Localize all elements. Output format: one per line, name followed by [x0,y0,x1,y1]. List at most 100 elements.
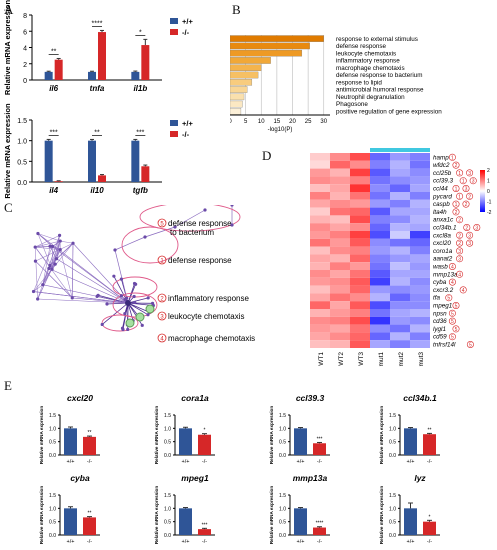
heatmap-cell [410,309,430,317]
x-tick-label: -/- [87,539,92,545]
heatmap-cell [330,184,350,192]
annotation-number-circle [157,311,167,321]
network-node [100,322,104,327]
row-label: lygl1 [433,326,446,333]
mini-bar-chart: mpeg1 0.0 0.5 1.0 1.5 Relative mRNA expressio… [154,473,215,545]
legend-swatch-mut [170,131,178,137]
network-node [31,289,36,294]
enrichment-bar [230,49,303,57]
row-tag-circle [466,192,474,200]
network-node [146,313,150,317]
row-tag: 2 [458,241,461,247]
x-tick-label: tnfa [90,84,105,93]
heatmap-cell [350,324,370,333]
heatmap-cell [310,340,330,348]
network-node [58,248,62,252]
heatmap-cell [330,215,350,224]
bar-mut [313,527,326,535]
y-tick-label: 0.5 [389,440,396,446]
heatmap-cell [330,316,350,325]
heatmap-cell [350,285,370,294]
y-tick-label: 1.5 [17,118,27,125]
color-legend-tick: 1 [487,179,490,185]
y-tick-label: 1.5 [164,413,171,419]
bar-mut [313,443,326,455]
network-node-highlight [135,312,145,322]
heatmap-cell [330,199,350,208]
row-tag: 3 [468,171,471,177]
heatmap-cell [410,176,430,185]
row-label: tnfrsf14l [433,342,456,349]
heatmap-cell [390,192,410,200]
heatmap-cell [390,301,410,309]
row-label: tfa [433,295,440,302]
heatmap-cell [310,215,330,224]
row-label: hamp [433,154,449,161]
row-label: lta4h [433,209,447,216]
bar-mut [198,434,211,455]
mini-bar-chart: cxcl20 0.0 0.5 1.0 1.5 Relative mRNA expressi… [39,393,100,465]
network-node [126,327,130,332]
significance-label: *** [136,129,144,136]
heatmap-cell [310,324,330,333]
legend-swatch-wt [170,120,178,126]
row-tag-circle [466,239,474,247]
bar-mut [423,434,436,455]
y-tick-label: 0.0 [49,453,56,459]
heatmap-cell [350,207,370,216]
chart-title: cora1a [181,393,209,403]
enrichment-bar [230,64,262,72]
heatmap-cell [390,309,410,317]
row-tag-circle [466,231,474,239]
heatmap-cell [390,277,410,286]
heatmap-cell [350,168,370,177]
enrichment-bar [230,86,248,93]
term-label: Phagosone [336,101,368,108]
heatmap-cell [390,332,410,341]
row-tag: 2 [458,218,461,224]
x-axis-label: -log10(P) [268,127,293,133]
row-tag: 3 [475,226,478,232]
annotation-number-circle [157,293,167,303]
row-tag: 1 [458,171,461,177]
y-axis-label: Relative mRNA expression [379,406,384,464]
row-tag-circle [448,153,456,161]
y-axis-label: Relative mRNA expression [379,486,384,544]
heatmap-cell [390,340,410,348]
row-tag: 1 [455,202,458,208]
heatmap-cell [330,153,350,161]
row-tag-circle [463,224,471,232]
network-edge [114,236,146,251]
x-tick-label: +/+ [67,539,75,545]
x-tick-label: 20 [289,119,296,125]
significance-label: ** [428,427,432,433]
heatmap-cell [350,199,370,208]
x-tick-label: 0 [230,119,232,125]
heatmap-cell [410,207,430,216]
y-tick-label: 0.0 [389,453,396,459]
heatmap-cell [410,332,430,341]
row-tag-circle [452,208,460,216]
mini-bar-chart: ccl34b.1 0.0 0.5 1.0 1.5 Relative mRNA expres… [379,393,440,465]
row-tag: 5 [451,335,454,341]
heatmap-cell [370,340,390,348]
row-tag: 2 [458,233,461,239]
row-tag: 4 [451,280,454,286]
row-label: cyba [433,279,447,286]
grouped-bar-chart: 0 2 4 6 8 Relative mRNA expression ** il6 **** tn… [3,0,162,95]
bar-mut [98,175,106,182]
bar-wt [131,71,140,80]
row-label: caspb [433,201,450,208]
heatmap-cell [330,270,350,278]
network-edge [72,243,129,304]
x-tick-label: -/- [317,539,322,545]
y-axis-label: Relative mRNA expression [269,486,274,544]
heatmap-cell [370,215,390,224]
panel-label-a: A [4,2,14,17]
y-tick-label: 1.5 [279,413,286,419]
heatmap-cell [350,340,370,348]
bar-wt [64,508,77,535]
annotation-label: inflammatory response [168,294,249,303]
network-edge [127,302,149,316]
row-tag-circle [456,169,464,177]
